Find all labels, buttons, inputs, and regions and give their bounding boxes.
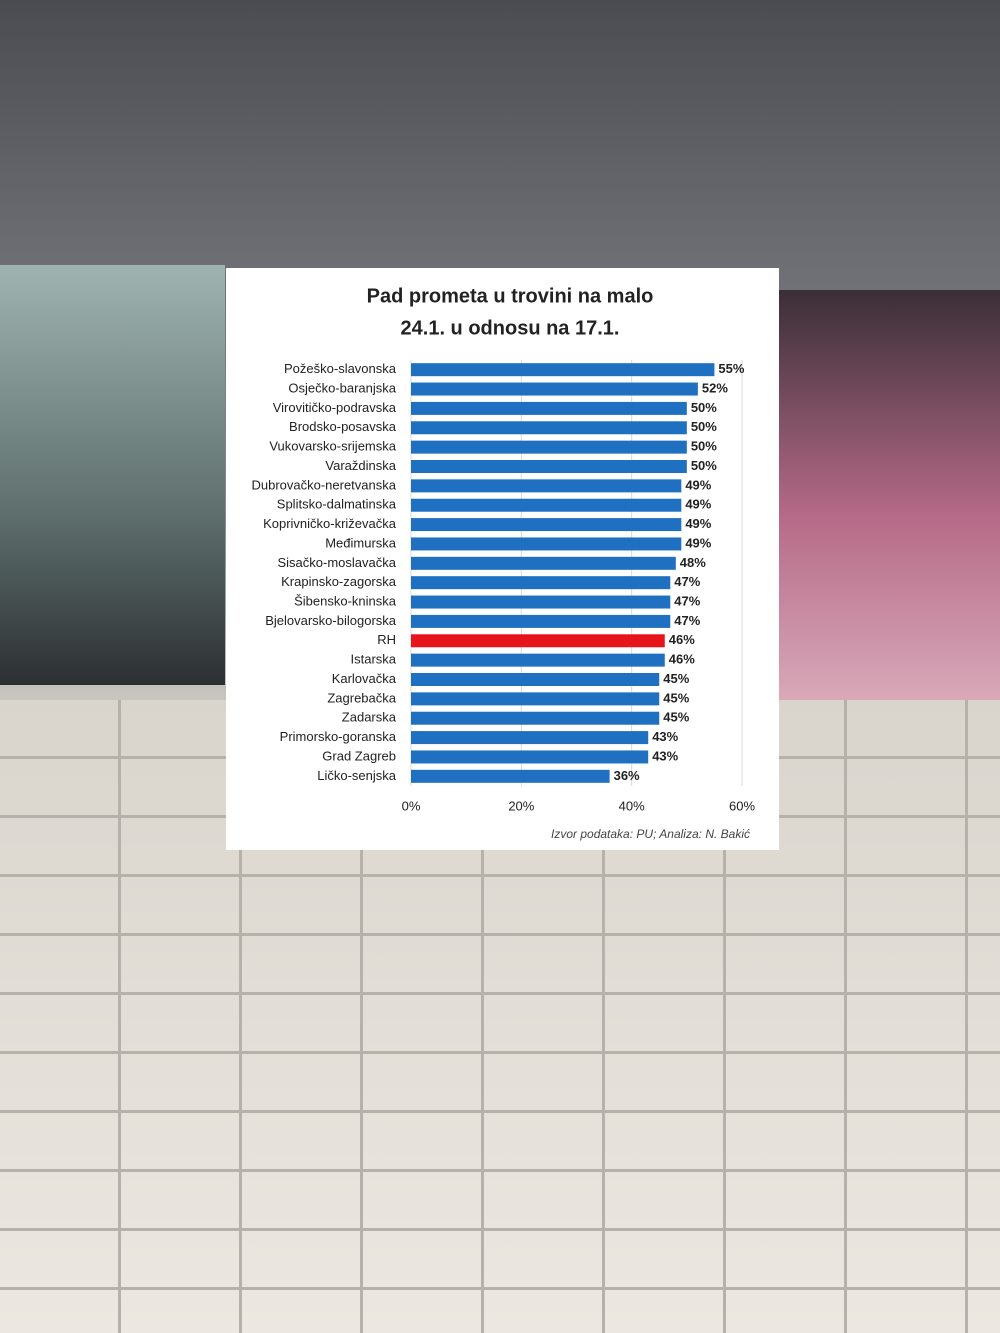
value-label: 47%: [674, 593, 700, 608]
value-label: 47%: [674, 613, 700, 628]
y-tick-label: Bjelovarsko-bilogorska: [265, 613, 397, 628]
value-label: 46%: [669, 652, 695, 667]
value-label: 50%: [691, 400, 717, 415]
bar: [411, 537, 682, 551]
y-tick-label: Šibensko-kninska: [294, 593, 397, 608]
value-label: 46%: [669, 632, 695, 647]
bar: [411, 382, 698, 396]
bar: [411, 401, 687, 415]
chart-title: 24.1. u odnosu na 17.1.: [401, 317, 620, 339]
y-tick-label: Virovitičko-podravska: [273, 400, 397, 415]
x-tick-label: 60%: [729, 798, 755, 813]
bar: [411, 576, 671, 590]
value-label: 43%: [652, 729, 678, 744]
x-tick-label: 40%: [619, 798, 645, 813]
value-label: 49%: [685, 497, 711, 512]
bar: [411, 556, 676, 570]
value-label: 50%: [691, 458, 717, 473]
value-label: 48%: [680, 555, 706, 570]
value-label: 45%: [663, 671, 689, 686]
y-tick-label: Splitsko-dalmatinska: [277, 497, 397, 512]
bar: [411, 595, 671, 609]
value-label: 50%: [691, 439, 717, 454]
y-tick-label: Zadarska: [342, 710, 397, 725]
y-tick-label: Međimurska: [325, 535, 397, 550]
value-label: 45%: [663, 690, 689, 705]
bar: [411, 460, 687, 473]
value-label: 49%: [685, 535, 711, 550]
y-tick-label: Sisačko-moslavačka: [278, 555, 397, 570]
y-tick-label: Brodsko-posavska: [289, 419, 397, 434]
bar: [411, 498, 682, 512]
bar: [411, 614, 671, 628]
bar: [411, 769, 610, 783]
bar: [411, 421, 687, 435]
y-tick-label: Grad Zagreb: [322, 748, 396, 763]
bar: [411, 363, 715, 377]
value-label: 47%: [674, 574, 700, 589]
bar: [411, 440, 687, 454]
value-label: 49%: [685, 516, 711, 531]
x-tick-label: 0%: [402, 798, 421, 813]
bar: [411, 731, 649, 745]
bar: [411, 750, 649, 764]
bar: [411, 518, 682, 532]
chart-title: Pad prometa u trovini na malo: [367, 285, 654, 307]
y-tick-label: Istarska: [350, 652, 396, 667]
y-tick-label: Dubrovačko-neretvanska: [251, 477, 396, 492]
value-label: 45%: [663, 710, 689, 725]
value-label: 52%: [702, 380, 728, 395]
y-tick-label: Zagrebačka: [327, 690, 396, 705]
value-label: 50%: [691, 419, 717, 434]
bar: [411, 692, 660, 706]
source-note: Izvor podataka: PU; Analiza: N. Bakić: [551, 827, 750, 841]
y-tick-label: Ličko-senjska: [317, 768, 397, 783]
y-tick-label: Osječko-baranjska: [288, 380, 396, 395]
y-tick-label: Primorsko-goranska: [280, 729, 397, 744]
bar: [411, 711, 660, 725]
x-tick-label: 20%: [508, 798, 534, 813]
value-label: 55%: [718, 361, 744, 376]
y-tick-label: Krapinsko-zagorska: [281, 574, 397, 589]
value-label: 49%: [685, 477, 711, 492]
fridge-left: [0, 265, 225, 685]
y-tick-label: Koprivničko-križevačka: [263, 516, 397, 531]
bar: [411, 634, 665, 648]
meat-counter-right: [775, 290, 1000, 740]
y-tick-label: Varaždinska: [325, 458, 396, 473]
bar: [411, 653, 665, 667]
y-tick-label: Vukovarsko-srijemska: [269, 439, 396, 454]
y-tick-label: Karlovačka: [332, 671, 397, 686]
y-tick-label: Požeško-slavonska: [284, 361, 397, 376]
y-tick-label: RH: [377, 632, 396, 647]
bar: [411, 673, 660, 686]
value-label: 36%: [614, 768, 640, 783]
value-label: 43%: [652, 748, 678, 763]
bar: [411, 479, 682, 493]
